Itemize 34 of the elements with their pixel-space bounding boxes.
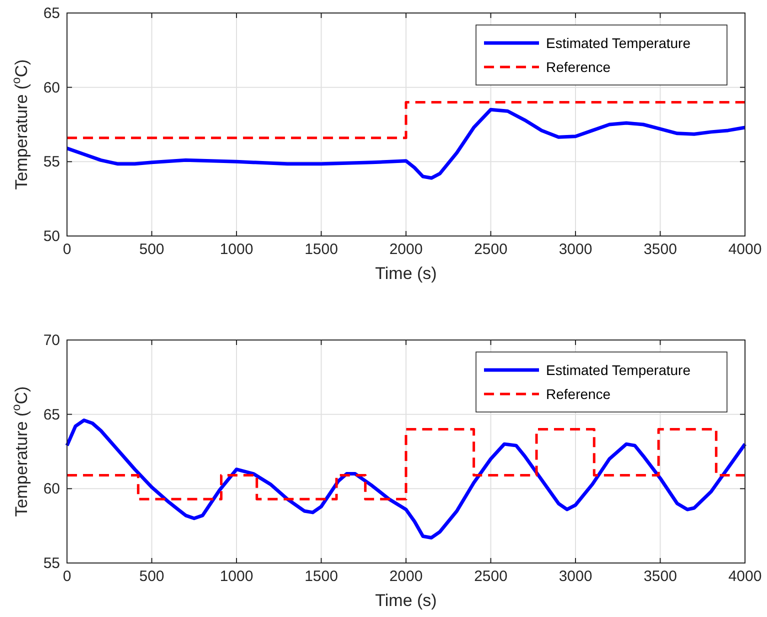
x-tick-label: 3000 (558, 568, 592, 585)
x-tick-label: 1000 (220, 568, 254, 585)
y-tick-label: 70 (43, 332, 60, 349)
x-tick-label: 500 (139, 568, 164, 585)
legend-label: Estimated Temperature (546, 362, 691, 378)
y-tick-label: 55 (43, 555, 60, 572)
y-tick-label: 50 (43, 228, 60, 245)
x-tick-label: 4000 (728, 568, 762, 585)
x-axis-title: Time (s) (375, 264, 437, 283)
x-axis-title: Time (s) (375, 591, 437, 610)
x-tick-label: 2500 (474, 568, 508, 585)
y-tick-label: 65 (43, 5, 60, 22)
x-tick-label: 2000 (389, 241, 423, 258)
legend-label: Reference (546, 59, 611, 75)
x-tick-label: 0 (62, 241, 72, 258)
y-tick-label: 60 (43, 79, 60, 96)
x-tick-label: 1000 (220, 241, 254, 258)
x-tick-label: 4000 (728, 241, 762, 258)
x-tick-label: 0 (62, 568, 72, 585)
legend-label: Estimated Temperature (546, 35, 691, 51)
x-tick-label: 3500 (644, 241, 677, 258)
x-tick-label: 1500 (304, 241, 338, 258)
x-tick-label: 2500 (474, 241, 508, 258)
x-tick-label: 2000 (389, 568, 423, 585)
x-tick-label: 500 (139, 241, 164, 258)
y-tick-label: 55 (43, 154, 60, 171)
line-series (65, 108, 747, 180)
x-tick-label: 3500 (644, 568, 677, 585)
x-tick-label: 1500 (304, 568, 338, 585)
x-tick-label: 3000 (558, 241, 592, 258)
line-series (65, 418, 747, 540)
legend-label: Reference (546, 386, 611, 402)
y-tick-label: 65 (43, 406, 60, 424)
y-tick-label: 60 (43, 480, 60, 498)
